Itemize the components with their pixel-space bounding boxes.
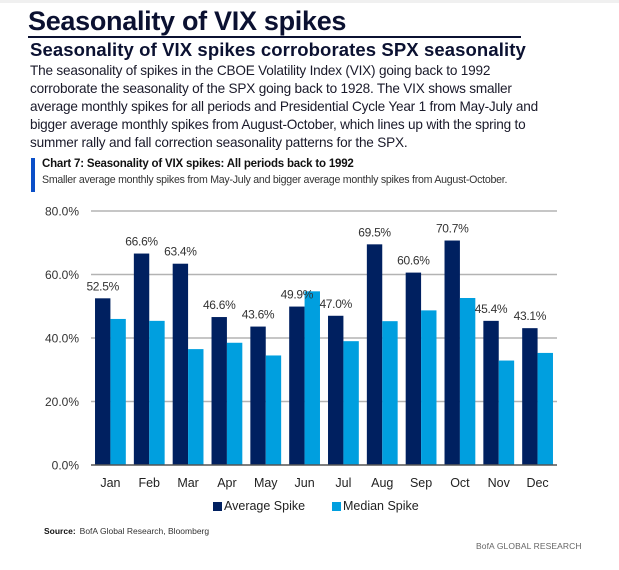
source-text: BofA Global Research, Bloomberg xyxy=(79,526,210,536)
x-tick-label: Apr xyxy=(217,476,236,490)
body-line: average monthly spikes for all periods a… xyxy=(30,99,538,114)
legend-swatch-average xyxy=(213,501,222,511)
bar-median-spike xyxy=(188,349,204,465)
x-tick-label: Dec xyxy=(526,476,548,490)
bar-average-spike xyxy=(172,263,189,465)
bar-average-spike xyxy=(95,298,111,465)
legend-label-median: Median Spike xyxy=(343,499,419,513)
source-label: Source: xyxy=(44,526,76,536)
top-border xyxy=(0,0,619,3)
data-label-average: 49.9% xyxy=(281,288,314,302)
bar-median-spike xyxy=(459,297,476,465)
bar-median-spike xyxy=(265,355,282,465)
bars xyxy=(95,240,553,465)
legend-label-average: Average Spike xyxy=(224,499,306,513)
data-label-average: 52.5% xyxy=(86,279,119,293)
x-tick-label: Oct xyxy=(450,476,470,490)
brand-footer: BofA GLOBAL RESEARCH xyxy=(476,541,582,551)
data-label-average: 43.6% xyxy=(242,308,275,322)
bar-median-spike xyxy=(304,291,320,465)
labels: 0.0% 20.0% 40.0% 60.0% 80.0% 52.5% Jan 66.6% Feb… xyxy=(45,205,549,491)
y-tick-label: 0.0% xyxy=(52,459,80,473)
bar-average-spike xyxy=(483,320,499,465)
y-tick-label: 60.0% xyxy=(45,268,79,282)
chart-accent-bar xyxy=(31,158,35,192)
bar-average-spike xyxy=(133,253,150,465)
data-label-average: 46.6% xyxy=(203,298,236,312)
data-label-average: 70.7% xyxy=(436,222,469,236)
y-tick-label: 20.0% xyxy=(45,395,79,409)
bar-median-spike xyxy=(382,321,398,465)
page-title: Seasonality of VIX spikes xyxy=(28,6,347,36)
bar-chart: 0.0% 20.0% 40.0% 60.0% 80.0% 52.5% Jan 66.6% Feb… xyxy=(45,205,557,491)
data-label-average: 43.1% xyxy=(514,309,547,323)
legend-swatch-median xyxy=(332,501,341,511)
legend-item-median: Median Spike xyxy=(332,499,419,513)
bar-average-spike xyxy=(444,240,460,465)
data-label-average: 45.4% xyxy=(475,302,508,316)
data-label-average: 69.5% xyxy=(358,225,391,239)
chart-subtitle: Smaller average monthly spikes from May-… xyxy=(42,174,508,186)
bar-average-spike xyxy=(211,317,227,465)
x-tick-label: Sep xyxy=(410,476,432,490)
data-label-average: 47.0% xyxy=(319,297,352,311)
body-line: summer rally and fall correction seasona… xyxy=(30,135,408,150)
bar-median-spike xyxy=(537,352,553,465)
bar-median-spike xyxy=(343,341,359,465)
section-subtitle: Seasonality of VIX spikes corroborates S… xyxy=(30,39,526,60)
source-note: Source: BofA Global Research, Bloomberg xyxy=(44,526,209,536)
data-label-average: 63.4% xyxy=(164,245,197,259)
x-tick-label: May xyxy=(254,476,278,490)
title-divider xyxy=(28,36,521,38)
bar-average-spike xyxy=(405,272,422,465)
legend-item-average: Average Spike xyxy=(213,499,305,513)
bar-average-spike xyxy=(289,306,305,465)
body-line: bigger average monthly spikes from Augus… xyxy=(30,117,526,132)
data-label-average: 66.6% xyxy=(125,235,158,249)
x-tick-label: Feb xyxy=(138,476,160,490)
bar-median-spike xyxy=(226,342,243,465)
body-line: corroborate the seasonality of the SPX g… xyxy=(30,81,512,96)
x-tick-label: Aug xyxy=(371,476,393,490)
x-tick-label: Nov xyxy=(488,476,511,490)
y-tick-label: 40.0% xyxy=(45,332,79,346)
data-label-average: 60.6% xyxy=(397,254,430,268)
chart-title: Chart 7: Seasonality of VIX spikes: All … xyxy=(42,158,354,170)
gridlines xyxy=(91,210,557,403)
y-tick-label: 80.0% xyxy=(45,205,79,219)
bar-median-spike xyxy=(498,360,515,465)
x-tick-label: Mar xyxy=(177,476,199,490)
bar-average-spike xyxy=(522,328,538,465)
bar-average-spike xyxy=(328,315,344,465)
body-paragraph: The seasonality of spikes in the CBOE Vo… xyxy=(30,62,560,152)
bar-median-spike xyxy=(110,318,126,465)
bar-average-spike xyxy=(366,244,383,465)
bar-median-spike xyxy=(149,320,165,465)
bar-median-spike xyxy=(421,310,437,465)
x-tick-label: Jun xyxy=(295,476,315,490)
x-tick-label: Jan xyxy=(100,476,120,490)
x-tick-label: Jul xyxy=(335,476,351,490)
body-line: The seasonality of spikes in the CBOE Vo… xyxy=(30,63,491,78)
bar-average-spike xyxy=(250,326,266,465)
